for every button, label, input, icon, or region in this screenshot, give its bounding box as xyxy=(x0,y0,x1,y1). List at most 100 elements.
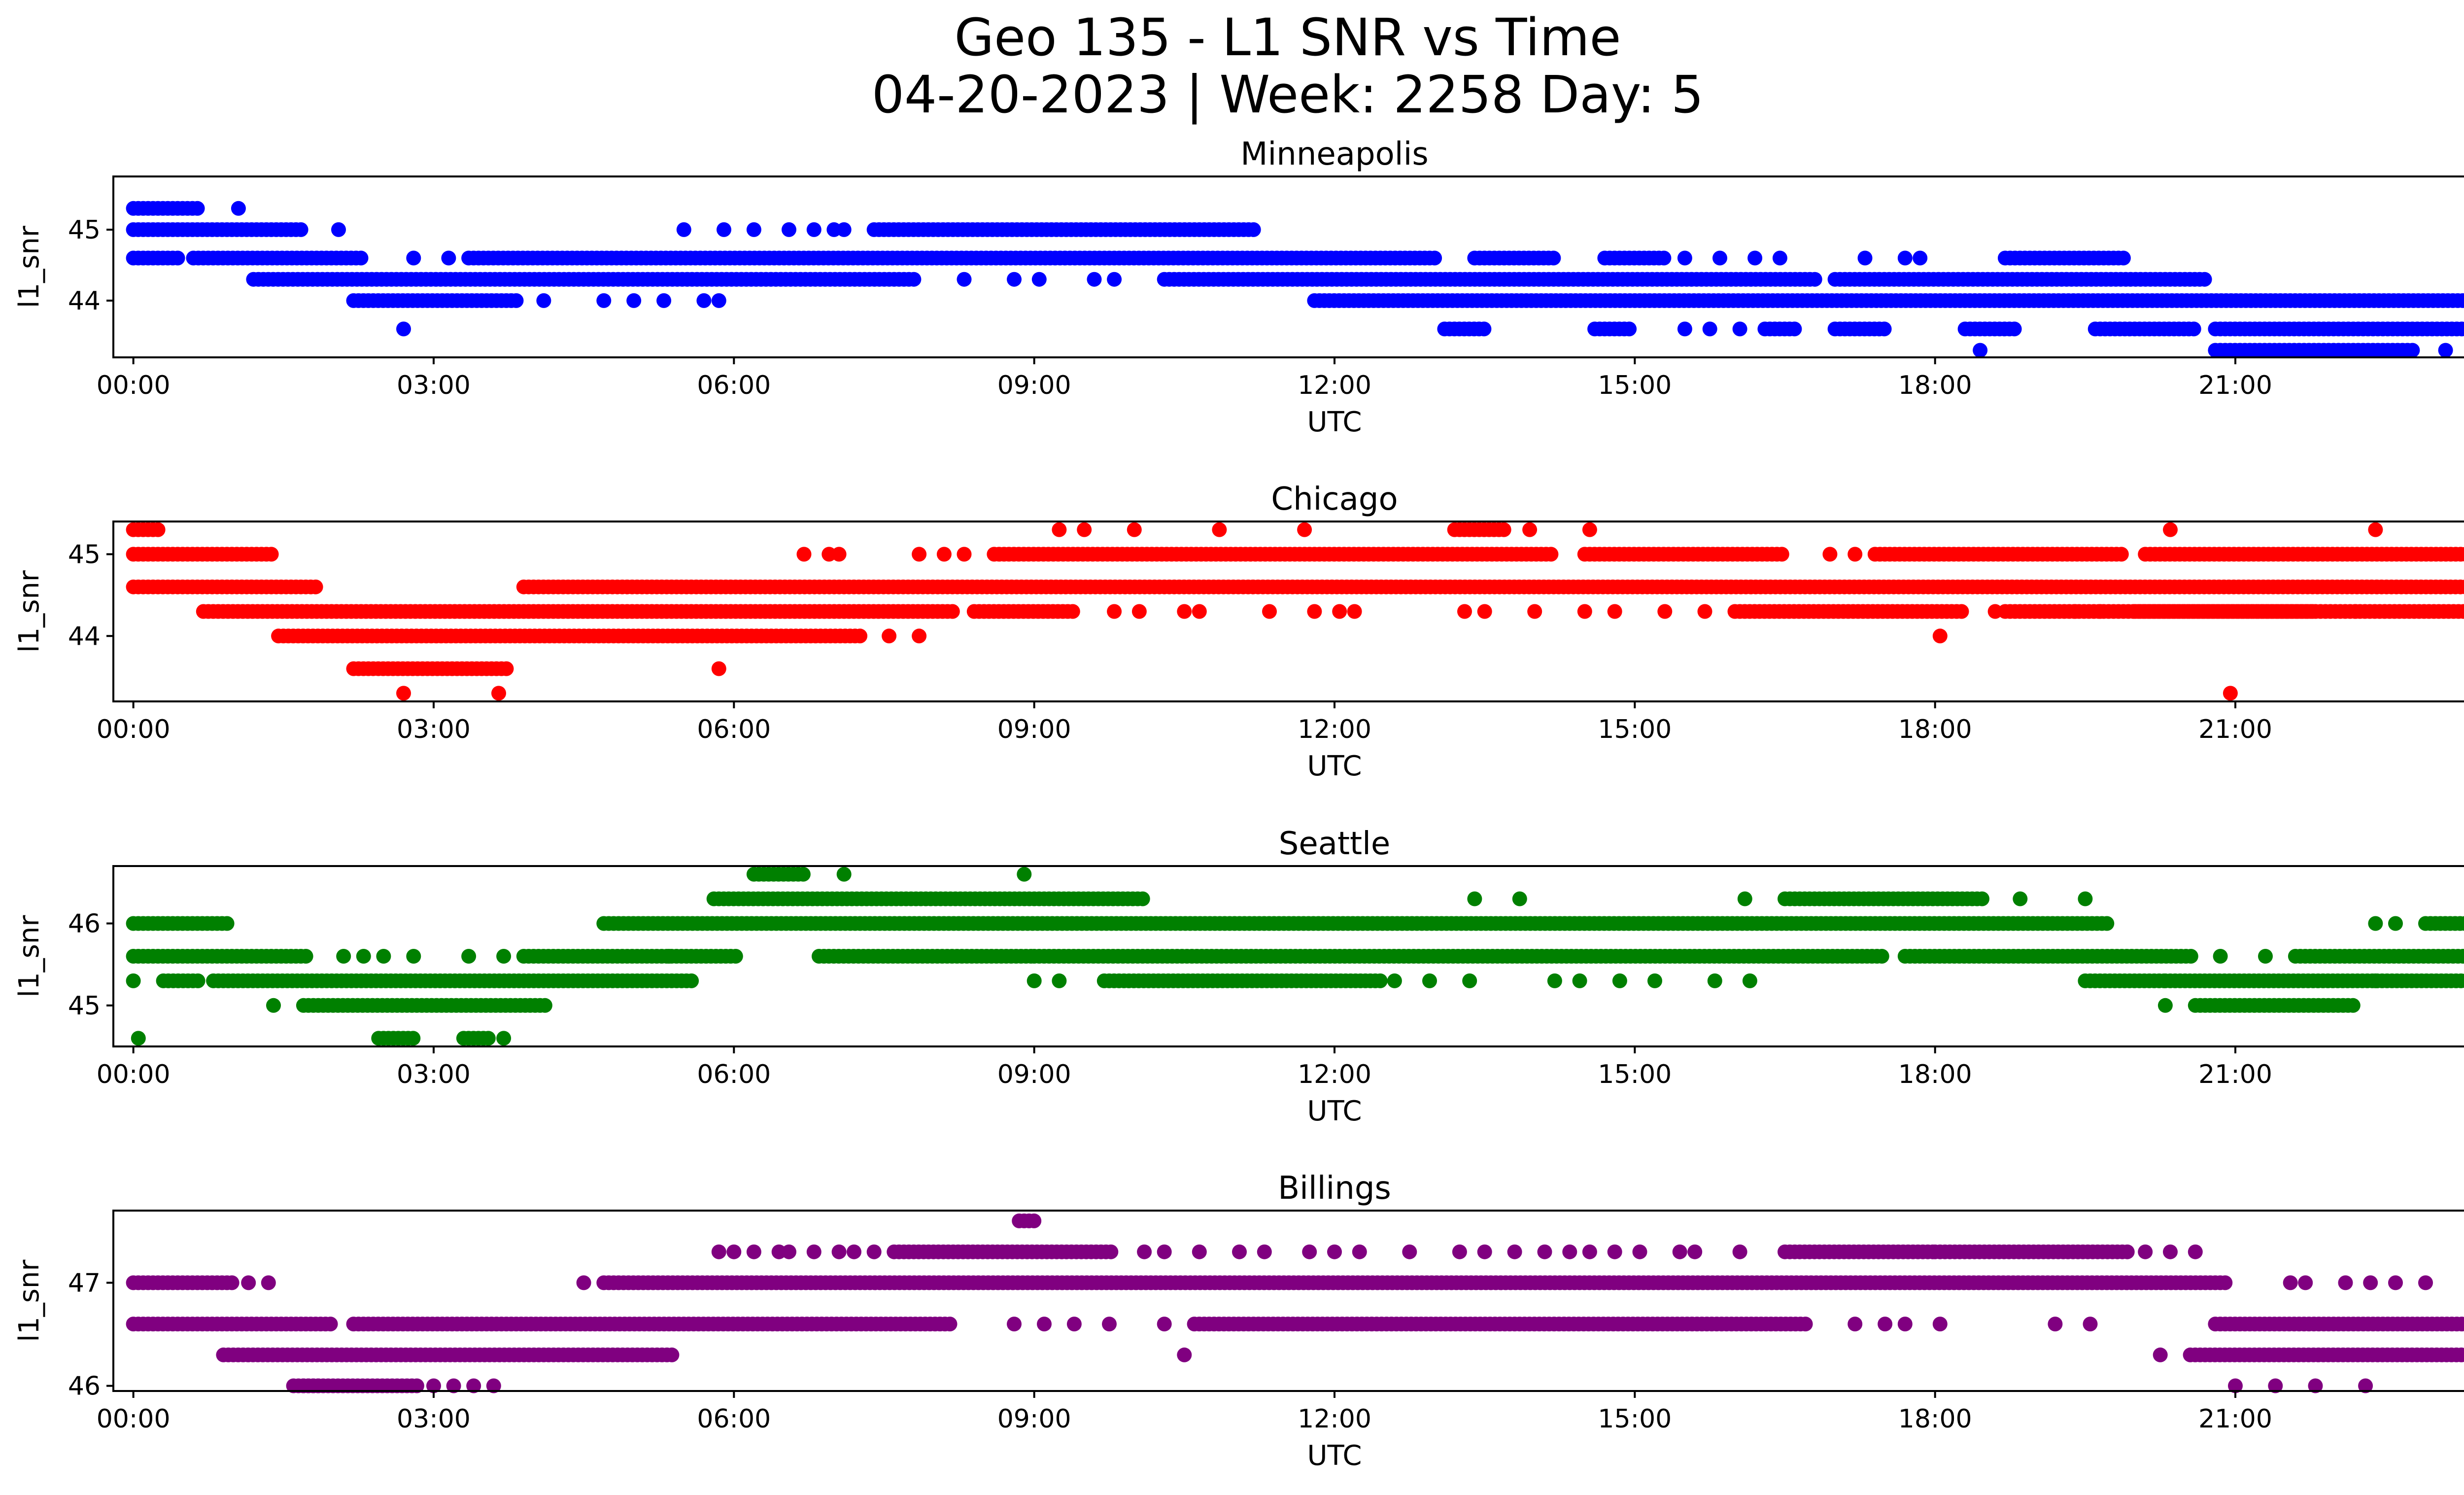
data-point xyxy=(1457,604,1472,619)
data-point xyxy=(1066,1317,1082,1332)
data-point xyxy=(656,293,672,308)
data-point xyxy=(1543,547,1559,562)
data-point xyxy=(882,628,897,644)
data-point xyxy=(957,272,972,287)
data-point xyxy=(1387,973,1402,988)
data-point xyxy=(728,949,743,964)
data-point xyxy=(224,1275,240,1290)
data-point xyxy=(2463,919,2464,928)
data-point xyxy=(1932,1317,1948,1332)
data-point xyxy=(831,1244,847,1259)
data-point xyxy=(1747,250,1763,266)
data-point xyxy=(711,1244,726,1259)
data-point xyxy=(2078,891,2093,906)
data-point xyxy=(1973,343,1988,358)
data-point xyxy=(1732,321,1747,337)
data-point xyxy=(2305,604,2320,619)
data-point xyxy=(1987,604,2003,619)
data-point xyxy=(1677,321,1692,337)
data-point xyxy=(717,222,731,237)
figure-title-line-2: 04-20-2023 | Week: 2258 Day: 5 xyxy=(871,65,1704,125)
data-point xyxy=(1027,973,1042,988)
x-tick-label: 21:00 xyxy=(2198,371,2272,400)
subplot-title: Seattle xyxy=(1279,826,1391,862)
data-point xyxy=(1462,973,1477,988)
x-tick-label: 12:00 xyxy=(1298,371,1371,400)
data-point xyxy=(2068,604,2083,619)
data-point xyxy=(1522,522,1538,537)
data-point xyxy=(2368,916,2383,931)
data-point xyxy=(496,1031,512,1046)
data-point xyxy=(441,250,456,266)
data-point xyxy=(491,686,506,701)
data-point xyxy=(1037,1317,1052,1332)
data-point xyxy=(190,973,205,988)
data-point xyxy=(1547,973,1562,988)
data-point xyxy=(2461,605,2464,618)
data-point xyxy=(2157,998,2173,1013)
x-tick-label: 09:00 xyxy=(997,1060,1071,1089)
subplot-title: Chicago xyxy=(1271,481,1398,518)
data-point xyxy=(1246,222,1261,237)
data-point xyxy=(1607,1244,1622,1259)
x-tick-label: 00:00 xyxy=(97,1060,171,1089)
x-tick-label: 03:00 xyxy=(397,371,471,400)
data-point xyxy=(796,547,812,562)
data-point xyxy=(406,250,421,266)
y-tick-label: 44 xyxy=(68,622,101,651)
data-point xyxy=(131,1031,146,1046)
data-point xyxy=(1527,604,1542,619)
y-tick-label: 45 xyxy=(68,991,101,1021)
data-point xyxy=(782,1244,796,1259)
data-point xyxy=(1687,1244,1703,1259)
data-point xyxy=(2405,343,2420,358)
data-point xyxy=(847,1244,861,1259)
data-point xyxy=(1177,1347,1192,1362)
data-point xyxy=(836,222,852,237)
data-point xyxy=(831,547,847,562)
data-point xyxy=(2213,949,2228,964)
data-point xyxy=(836,867,852,882)
data-point xyxy=(2368,973,2383,988)
data-point xyxy=(2458,916,2464,931)
data-point xyxy=(356,949,371,964)
data-point xyxy=(945,604,960,619)
data-point xyxy=(1192,604,1207,619)
data-point xyxy=(1131,604,1147,619)
x-tick-label: 12:00 xyxy=(1298,715,1371,744)
data-point xyxy=(1562,1244,1577,1259)
data-point xyxy=(942,1317,958,1332)
data-point xyxy=(1546,250,1561,266)
data-point xyxy=(2438,343,2453,358)
data-point xyxy=(2138,1244,2153,1259)
data-point xyxy=(711,293,726,308)
y-axis-label: l1_snr xyxy=(13,570,45,653)
data-point xyxy=(1257,1244,1272,1259)
data-point xyxy=(746,1244,761,1259)
data-point xyxy=(1262,604,1277,619)
data-point xyxy=(1327,1244,1342,1259)
data-point xyxy=(1052,973,1067,988)
data-point xyxy=(2258,949,2273,964)
x-tick-label: 18:00 xyxy=(1898,1060,1972,1089)
y-axis-label: l1_snr xyxy=(13,225,45,308)
data-point xyxy=(1512,891,1527,906)
data-point xyxy=(1135,891,1150,906)
y-tick-label: 46 xyxy=(68,909,101,939)
data-point xyxy=(2460,294,2464,307)
x-tick-label: 15:00 xyxy=(1598,715,1672,744)
data-point xyxy=(1582,522,1597,537)
data-point xyxy=(806,1244,821,1259)
data-point xyxy=(596,293,612,308)
data-point xyxy=(626,293,642,308)
data-point xyxy=(170,250,185,266)
data-point xyxy=(406,1031,421,1046)
y-tick-label: 44 xyxy=(68,286,101,316)
x-axis-label: UTC xyxy=(1307,406,1362,438)
x-tick-label: 15:00 xyxy=(1598,371,1672,400)
data-point xyxy=(323,1317,338,1332)
data-point xyxy=(2223,686,2238,701)
data-point xyxy=(190,201,205,216)
data-point xyxy=(1798,1317,1813,1332)
